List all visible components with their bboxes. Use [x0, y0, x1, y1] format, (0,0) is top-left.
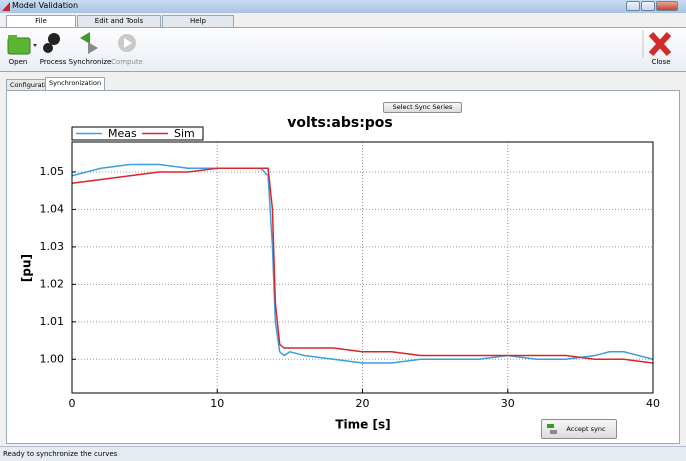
- legend-label: Sim: [174, 127, 195, 140]
- ribbon-tab[interactable]: Help: [162, 15, 234, 27]
- accept-sync-label: Accept sync: [566, 425, 606, 433]
- y-axis-label: [pu]: [20, 254, 34, 282]
- y-tick-label: 1.03: [40, 240, 65, 253]
- x-tick-label: 20: [356, 397, 370, 410]
- toolbar-icons: [7, 30, 672, 58]
- x-axis-label: Time [s]: [335, 418, 390, 432]
- toolbar-button[interactable]: Open: [8, 58, 28, 66]
- ribbon-tab[interactable]: File: [6, 15, 76, 27]
- chart-title: volts:abs:pos: [287, 115, 393, 131]
- status-text: Ready to synchronize the curves: [3, 450, 118, 458]
- y-tick-label: 1.01: [40, 315, 65, 328]
- close-window-button[interactable]: [656, 1, 678, 11]
- toolbar: [0, 27, 686, 72]
- toolbar-button[interactable]: Synchronize: [68, 58, 112, 66]
- legend-label: Meas: [108, 127, 137, 140]
- y-tick-label: 1.05: [40, 165, 65, 178]
- ribbon-tab[interactable]: Edit and Tools: [77, 15, 161, 27]
- toolbar-button[interactable]: Compute: [111, 58, 143, 66]
- series-line: [71, 167, 654, 364]
- x-tick-label: 0: [69, 397, 76, 410]
- x-tick-label: 40: [646, 397, 660, 410]
- select-sync-button[interactable]: Select Sync Series: [383, 102, 462, 113]
- accept-icon: [547, 424, 557, 434]
- window-title: Model Validation: [12, 1, 79, 10]
- y-tick-label: 1.04: [40, 202, 65, 215]
- title-bar: Model Validation: [0, 0, 686, 13]
- x-tick-label: 10: [210, 397, 224, 410]
- status-bar: Ready to synchronize the curves: [0, 446, 686, 461]
- x-tick-label: 30: [501, 397, 515, 410]
- app-icon: [2, 2, 10, 11]
- toolbar-button[interactable]: Close: [651, 58, 671, 66]
- view-tab[interactable]: Synchronization: [45, 77, 106, 91]
- maximize-button[interactable]: [641, 1, 655, 11]
- series-line: [71, 163, 654, 364]
- y-tick-label: 1.02: [40, 277, 65, 290]
- y-tick-label: 1.00: [40, 352, 65, 365]
- accept-sync-button[interactable]: Accept sync: [541, 419, 617, 439]
- chart: volts:abs:pos Time [s] [pu] 0 10 20 30 40 1.0…: [20, 115, 661, 432]
- legend-box: [71, 126, 204, 141]
- minimize-button[interactable]: [626, 1, 640, 11]
- toolbar-button[interactable]: Process: [39, 58, 67, 66]
- plot-frame: [71, 141, 654, 394]
